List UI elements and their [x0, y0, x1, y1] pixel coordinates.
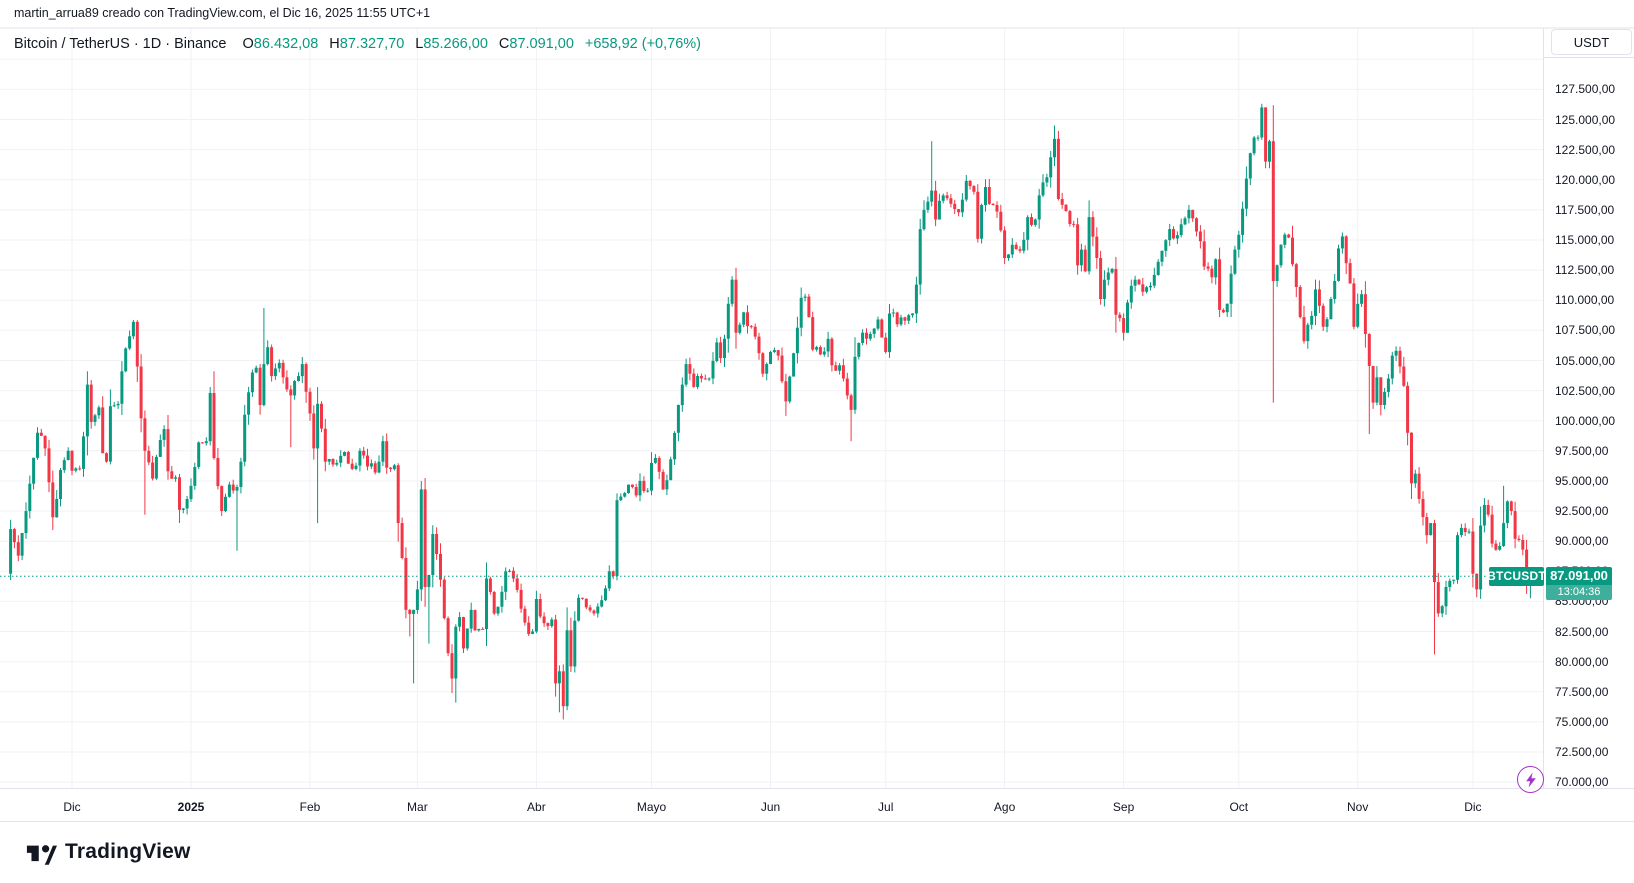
price-axis-label: 75.000,00 — [1555, 714, 1609, 729]
lightning-icon — [1525, 772, 1536, 787]
symbol-title[interactable]: Bitcoin / TetherUS · 1D · Binance — [14, 36, 227, 52]
time-axis-label: Dic — [63, 800, 81, 814]
price-axis-label: 112.500,00 — [1555, 263, 1615, 278]
time-axis-label: Abr — [527, 800, 546, 814]
boost-button[interactable] — [1517, 766, 1544, 793]
time-axis-label: Oct — [1229, 800, 1249, 814]
price-axis[interactable]: 127.500,00 125.000,00 122.500,00 120.000,00… — [1544, 28, 1634, 789]
time-axis-label: Mayo — [636, 800, 667, 814]
time-axis-label: Dic — [1464, 800, 1482, 814]
time-axis-label: Mar — [407, 800, 428, 814]
price-axis-label: 90.000,00 — [1555, 534, 1609, 549]
price-axis-label: 122.500,00 — [1555, 142, 1616, 157]
time-axis[interactable]: Dic 2025 Feb Mar Abr Mayo Jun Jul Ago Sep Oct Nov Di… — [0, 789, 1634, 822]
price-axis-label: 107.500,00 — [1555, 323, 1616, 338]
time-axis-label: 2025 — [177, 800, 205, 814]
attribution-text: martin_arrua89 creado con TradingView.co… — [14, 6, 431, 20]
currency-button[interactable]: USDT — [1551, 29, 1632, 55]
current-price-value: 87.091,00 — [1550, 567, 1608, 583]
price-axis-label: 115.000,00 — [1555, 233, 1615, 247]
time-axis-label: Nov — [1347, 800, 1369, 814]
bar-countdown: 13:04:36 — [1546, 584, 1612, 600]
ohlc-open: O86.432,08 — [242, 36, 319, 52]
price-axis-label: 95.000,00 — [1555, 473, 1609, 488]
ohlc-high: H87.327,70 — [329, 36, 405, 52]
time-axis-label: Ago — [993, 800, 1016, 814]
price-axis-label: 110.000,00 — [1555, 293, 1615, 308]
price-axis-label: 80.000,00 — [1555, 654, 1609, 669]
price-axis-label: 97.500,00 — [1555, 443, 1609, 458]
price-axis-label: 125.000,00 — [1555, 112, 1616, 127]
price-axis-label: 70.000,00 — [1555, 775, 1609, 790]
current-price-badge: 87.091,00 13:04:36 — [1546, 566, 1612, 600]
price-axis-label: 120.000,00 — [1555, 172, 1616, 187]
tradingview-logo-text: TradingView — [65, 840, 191, 863]
price-axis-label: 82.500,00 — [1555, 624, 1609, 639]
price-axis-label: 92.500,00 — [1555, 504, 1609, 519]
price-axis-label: 117.500,00 — [1555, 202, 1615, 217]
price-axis-label: 105.000,00 — [1555, 353, 1616, 368]
price-axis-label: 127.500,00 — [1555, 82, 1616, 97]
price-axis-label: 77.500,00 — [1555, 684, 1609, 699]
time-axis-label: Jun — [760, 800, 781, 814]
time-axis-label: Feb — [299, 800, 321, 814]
price-axis-label: 100.000,00 — [1555, 413, 1616, 428]
tradingview-logo-icon — [26, 845, 57, 865]
ohlc-low: L85.266,00 — [415, 36, 488, 52]
price-axis-label: 72.500,00 — [1555, 745, 1609, 759]
price-change: +658,92 (+0,76%) — [584, 36, 701, 52]
price-axis-label: 102.500,00 — [1555, 383, 1616, 398]
tradingview-logo[interactable]: TradingView — [26, 838, 191, 866]
price-line-symbol-badge: BTCUSDT — [1487, 566, 1546, 586]
symbol-legend: Bitcoin / TetherUS · 1D · Binance O86.43… — [14, 31, 701, 57]
time-axis-label: Jul — [878, 800, 894, 814]
ohlc-close: C87.091,00 — [498, 36, 574, 52]
time-axis-label: Sep — [1112, 800, 1135, 814]
